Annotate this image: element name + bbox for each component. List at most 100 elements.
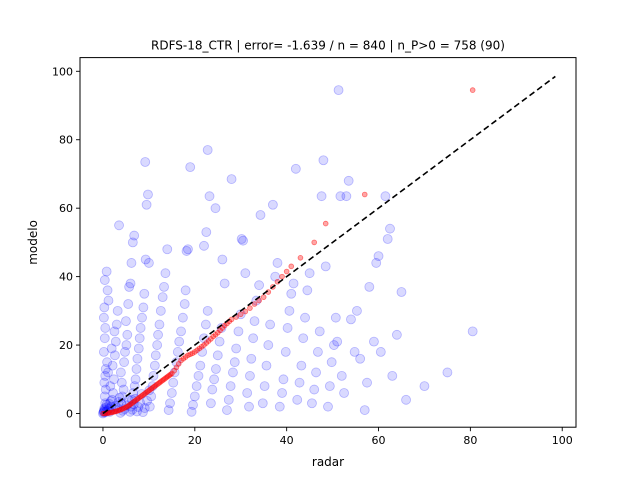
scatter-point [144, 401, 155, 412]
scatter-point [142, 395, 152, 406]
scatter-point [188, 400, 198, 410]
scatter-point [314, 326, 325, 337]
scatter-point [223, 394, 234, 405]
scatter-point [332, 336, 343, 347]
quantile-point [237, 311, 244, 318]
quantile-point [242, 308, 249, 315]
quantile-point [288, 263, 295, 270]
scatter-point [128, 388, 139, 398]
scatter-point [186, 406, 197, 417]
scatter-point [140, 157, 151, 167]
scatter-point [245, 370, 255, 381]
scatter-point [116, 377, 127, 388]
scatter-point [242, 388, 253, 398]
scatter-point [160, 268, 171, 279]
scatter-point [210, 203, 221, 214]
x-tick-label: 80 [463, 434, 477, 447]
scatter-point [103, 295, 114, 306]
scatter-point [341, 191, 352, 202]
scatter-point [267, 199, 278, 210]
scatter-point [419, 381, 430, 392]
x-tick-label: 0 [99, 434, 106, 447]
scatter-point [244, 401, 254, 412]
scatter-point [105, 396, 116, 407]
scatter-point [123, 299, 134, 309]
scatter-point [154, 319, 165, 330]
scatter-point [132, 406, 142, 417]
scatter-point [355, 353, 366, 364]
scatter-point [261, 360, 272, 371]
scatter-point [202, 145, 213, 155]
scatter-point [150, 350, 161, 361]
x-tick-label: 100 [552, 434, 573, 447]
scatter-point [335, 191, 346, 202]
scatter-point [249, 316, 260, 327]
scatter-points-layer [98, 85, 478, 419]
scatter-point [125, 278, 136, 289]
scatter-point [263, 340, 274, 350]
scatter-point [105, 381, 116, 392]
x-axis-label: radar [312, 455, 344, 469]
scatter-point [219, 278, 230, 289]
scatter-point [343, 175, 354, 186]
scatter-point [157, 292, 168, 303]
scatter-point [233, 326, 244, 337]
scatter-point [385, 223, 395, 234]
y-tick-label: 80 [59, 134, 73, 147]
y-tick-label: 60 [59, 202, 73, 215]
scatter-point [329, 340, 339, 350]
scatter-point [199, 240, 209, 251]
quantile-point [228, 316, 235, 323]
scatter-point [121, 340, 132, 350]
scatter-point [195, 360, 206, 371]
y-tick-label: 100 [52, 65, 73, 78]
scatter-point [401, 394, 411, 405]
scatter-point [369, 336, 379, 347]
scatter-point [278, 374, 289, 385]
scatter-point [138, 407, 148, 418]
scatter-point [100, 364, 111, 374]
scatter-point [272, 258, 283, 268]
x-tick-label: 60 [372, 434, 386, 447]
scatter-point [284, 305, 295, 316]
scatter-point [304, 268, 315, 279]
scatter-point [165, 398, 175, 409]
scatter-point [238, 235, 248, 246]
scatter-point [100, 398, 111, 409]
scatter-point [102, 357, 112, 368]
scatter-point [339, 388, 349, 398]
scatter-point [214, 336, 225, 347]
scatter-point [296, 360, 307, 371]
scatter-point [119, 357, 129, 368]
scatter-point [138, 302, 149, 313]
identity-line-layer [102, 75, 556, 415]
scatter-point [311, 367, 321, 378]
scatter-point [108, 388, 118, 398]
scatter-point [391, 329, 402, 340]
scatter-point [162, 244, 173, 255]
scatter-point [124, 281, 135, 292]
scatter-point [349, 347, 360, 357]
scatter-point [122, 329, 133, 340]
scatter-point [111, 319, 122, 330]
scatter-point [163, 405, 174, 415]
x-axis-ticks: 0 20 40 60 80 100 [99, 427, 573, 447]
scatter-point [200, 319, 211, 330]
scatter-point [371, 258, 382, 268]
identity-line [102, 75, 556, 415]
scatter-point [118, 384, 129, 395]
scatter-point [141, 199, 152, 210]
scatter-point [112, 305, 123, 316]
quantile-point [260, 294, 267, 300]
scatter-point [380, 191, 391, 202]
scatter-point [212, 350, 223, 361]
scatter-point [225, 381, 236, 392]
quantile-point [311, 239, 318, 246]
scatter-point [174, 336, 185, 347]
scatter-point [99, 391, 110, 402]
scatter-point [373, 251, 384, 261]
scatter-point [127, 237, 138, 248]
scatter-point [100, 384, 111, 395]
chart-title: RDFS-18_CTR | error= -1.639 / n = 840 | … [151, 39, 505, 53]
scatter-point [274, 401, 285, 412]
